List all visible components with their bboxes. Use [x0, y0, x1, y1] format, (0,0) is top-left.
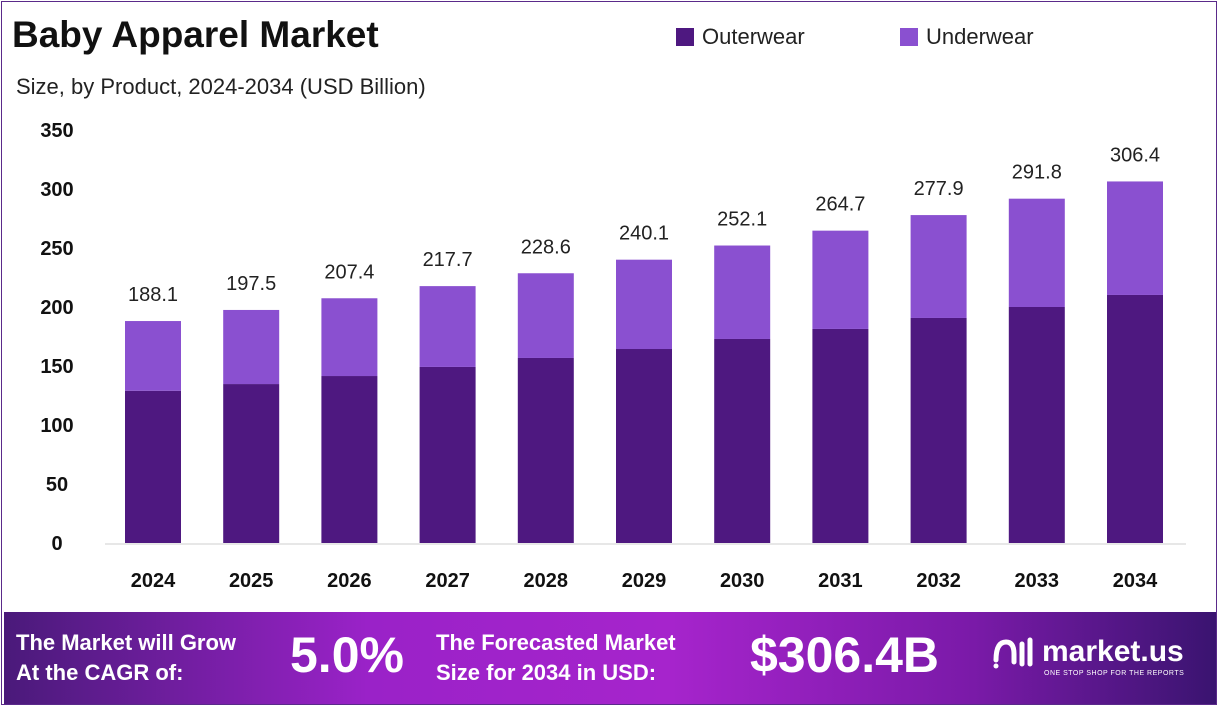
total-label-2033: 291.8	[1012, 162, 1062, 184]
y-tick-label: 50	[46, 474, 68, 496]
bar-outerwear-2031	[812, 328, 869, 543]
bar-underwear-2029	[616, 259, 672, 350]
y-tick-label: 150	[40, 356, 73, 378]
x-tick-label-2030: 2030	[720, 570, 765, 592]
legend-label-outerwear: Outerwear	[702, 24, 805, 49]
market-us-logo: market.us ONE STOP SHOP FOR THE REPORTS	[992, 636, 1212, 686]
x-tick-label-2026: 2026	[327, 570, 372, 592]
total-label-2028: 228.6	[521, 236, 571, 258]
logo-tagline: ONE STOP SHOP FOR THE REPORTS	[1044, 670, 1185, 677]
total-label-2026: 207.4	[324, 261, 374, 283]
bar-chart: 0 50 100 150 200 250 300 350 188.1 2024 197.5 2025 2…	[40, 120, 1186, 592]
x-tick-label-2028: 2028	[524, 570, 569, 592]
total-label-2031: 264.7	[815, 194, 865, 216]
x-tick-label-2031: 2031	[818, 570, 863, 592]
bar-underwear-2030	[714, 245, 771, 339]
y-tick-label: 250	[40, 238, 73, 260]
chart-subtitle: Size, by Product, 2024-2034 (USD Billion…	[16, 74, 426, 99]
x-tick-label-2033: 2033	[1015, 570, 1060, 592]
y-tick-label: 350	[40, 120, 73, 142]
bar-outerwear-2027	[419, 366, 476, 543]
bar-outerwear-2028	[517, 357, 574, 543]
total-label-2032: 277.9	[914, 178, 964, 200]
x-tick-label-2029: 2029	[622, 570, 667, 592]
footer-banner: The Market will Grow At the CAGR of: 5.0…	[4, 612, 1216, 704]
legend-label-underwear: Underwear	[926, 24, 1034, 49]
x-tick-label-2034: 2034	[1113, 570, 1158, 592]
total-label-2030: 252.1	[717, 209, 767, 231]
bar-outerwear-2030	[714, 338, 771, 543]
bar-outerwear-2024	[125, 390, 181, 543]
bar-underwear-2028	[517, 273, 574, 358]
forecast-label-line2: Size for 2034 in USD:	[436, 660, 657, 685]
cagr-value: 5.0%	[290, 627, 404, 683]
bar-underwear-2025	[223, 309, 280, 385]
bar-underwear-2026	[321, 298, 378, 377]
bar-underwear-2027	[419, 286, 476, 367]
cagr-label: The Market will Grow At the CAGR of:	[16, 628, 236, 688]
bar-underwear-2024	[125, 321, 181, 391]
bar-outerwear-2032	[910, 317, 967, 543]
logo-name: market.us	[1042, 635, 1184, 668]
x-tick-label-2025: 2025	[229, 570, 274, 592]
bar-outerwear-2034	[1107, 294, 1163, 543]
cagr-label-line2: At the CAGR of:	[16, 660, 184, 685]
total-label-2025: 197.5	[226, 273, 276, 295]
bar-underwear-2033	[1008, 198, 1065, 307]
total-label-2024: 188.1	[128, 284, 178, 306]
bar-underwear-2034	[1107, 181, 1163, 295]
y-tick-label: 0	[51, 533, 62, 555]
legend-item-outerwear: Outerwear	[676, 24, 805, 50]
total-label-2027: 217.7	[423, 249, 473, 271]
y-tick-label: 100	[40, 415, 73, 437]
legend-swatch-outerwear	[676, 28, 694, 46]
bar-underwear-2031	[812, 230, 869, 329]
y-tick-label: 200	[40, 297, 73, 319]
legend-swatch-underwear	[900, 28, 918, 46]
total-label-2034: 306.4	[1110, 144, 1160, 166]
bar-outerwear-2026	[321, 376, 378, 543]
forecast-label: The Forecasted Market Size for 2034 in U…	[436, 628, 676, 688]
bar-outerwear-2025	[223, 384, 280, 543]
bar-outerwear-2029	[616, 349, 672, 543]
chart-title: Baby Apparel Market	[12, 14, 379, 55]
cagr-label-line1: The Market will Grow	[16, 630, 237, 655]
forecast-value: $306.4B	[750, 627, 940, 683]
y-tick-label: 300	[40, 179, 73, 201]
forecast-label-line1: The Forecasted Market	[436, 630, 676, 655]
x-tick-label-2027: 2027	[425, 570, 470, 592]
total-label-2029: 240.1	[619, 223, 669, 245]
logo-icon	[993, 637, 1033, 669]
x-tick-label-2032: 2032	[916, 570, 961, 592]
bar-underwear-2032	[910, 215, 967, 318]
legend-item-underwear: Underwear	[900, 24, 1034, 50]
x-tick-label-2024: 2024	[131, 570, 176, 592]
bar-outerwear-2033	[1008, 307, 1065, 543]
